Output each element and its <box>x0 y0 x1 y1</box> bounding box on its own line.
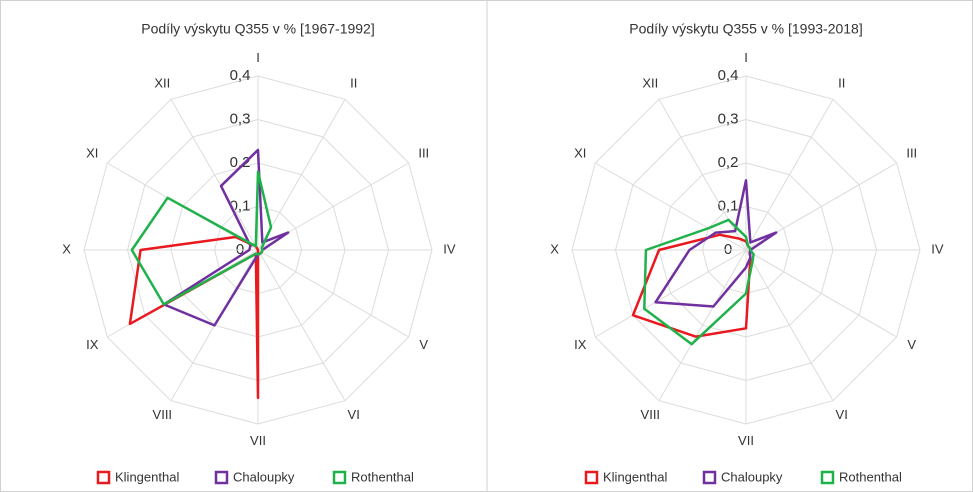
category-label: V <box>907 337 916 352</box>
spoke <box>595 249 747 338</box>
legend-label: Rothenthal <box>839 469 902 484</box>
spoke <box>658 99 747 251</box>
legend-swatch <box>332 470 347 485</box>
category-label: XII <box>154 76 170 91</box>
r-tick-label: 0,4 <box>718 67 739 84</box>
r-tick-label: 0,2 <box>718 154 739 171</box>
r-tick-label: 0 <box>236 241 244 258</box>
category-label: VI <box>836 407 848 422</box>
category-label: VIII <box>153 407 173 422</box>
legend-label: Rothenthal <box>351 469 414 484</box>
r-tick-label: 0,3 <box>718 110 739 127</box>
chart-title: Podíly výskytu Q355 v % [1993-2018] <box>629 21 862 37</box>
category-label: VI <box>348 407 360 422</box>
legend-label: Chaloupky <box>721 469 783 484</box>
spoke <box>658 249 747 401</box>
spoke <box>257 99 346 251</box>
legend-label: Klingenthal <box>603 469 667 484</box>
series-line <box>643 218 755 346</box>
r-tick-label: 0,4 <box>230 67 251 84</box>
category-label: X <box>550 241 559 256</box>
category-label: XI <box>86 146 98 161</box>
legend-swatch <box>584 470 599 485</box>
category-label: V <box>419 337 428 352</box>
category-label: IV <box>443 241 456 256</box>
category-label: VII <box>738 433 754 448</box>
category-label: II <box>838 76 845 91</box>
series-line <box>654 179 778 308</box>
spoke <box>257 249 346 401</box>
category-label: XI <box>574 146 586 161</box>
legend-swatch <box>820 470 835 485</box>
category-label: XII <box>642 76 658 91</box>
spoke <box>745 99 834 251</box>
r-tick-label: 0,3 <box>230 110 251 127</box>
legend-swatch <box>702 470 717 485</box>
category-label: III <box>418 146 429 161</box>
chart-title: Podíly výskytu Q355 v % [1967-1992] <box>141 21 374 37</box>
legend-label: Klingenthal <box>115 469 179 484</box>
category-label: X <box>62 241 71 256</box>
category-label: VIII <box>641 407 661 422</box>
category-label: III <box>906 146 917 161</box>
r-tick-label: 0,2 <box>230 154 251 171</box>
spoke <box>257 249 409 338</box>
category-label: IX <box>574 337 587 352</box>
category-label: II <box>350 76 357 91</box>
legend-swatch <box>214 470 229 485</box>
spoke <box>745 249 834 401</box>
spoke <box>170 99 259 251</box>
legend-label: Chaloupky <box>233 469 295 484</box>
category-label: IX <box>86 337 99 352</box>
r-tick-label: 0 <box>724 241 732 258</box>
series-line <box>130 170 273 306</box>
category-label: I <box>744 50 748 65</box>
legend-swatch <box>96 470 111 485</box>
category-label: IV <box>931 241 944 256</box>
spoke <box>745 249 897 338</box>
category-label: I <box>256 50 260 65</box>
category-label: VII <box>250 433 266 448</box>
